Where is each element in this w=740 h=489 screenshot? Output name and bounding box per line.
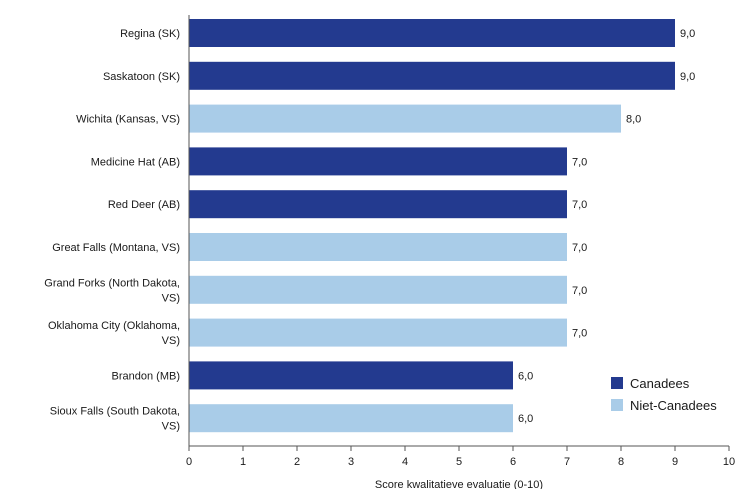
- data-labels: 9,0 9,0 8,0 7,0 7,0 7,0 7,0 7,0 6,0 6,0: [518, 28, 695, 425]
- x-tick-label: 8: [618, 456, 624, 468]
- x-axis-title: Score kwalitatieve evaluatie (0-10): [375, 479, 543, 489]
- legend-label: Niet-Canadees: [630, 398, 717, 413]
- category-label-line: VS): [162, 421, 180, 433]
- category-label-line: Oklahoma City (Oklahoma,: [48, 320, 180, 332]
- x-tick-label: 10: [723, 456, 735, 468]
- x-tick-label: 3: [348, 456, 354, 468]
- x-tick-label: 1: [240, 456, 246, 468]
- category-label-line: Saskatoon (SK): [103, 71, 180, 83]
- bar: [189, 190, 567, 219]
- x-axis: 0 1 2 3 4 5 6 7 8 9 10: [186, 15, 735, 468]
- category-label: Oklahoma City (Oklahoma, VS): [48, 320, 180, 347]
- category-label-line: VS): [162, 335, 180, 347]
- data-label: 9,0: [680, 28, 695, 40]
- category-label-line: Wichita (Kansas, VS): [76, 114, 180, 126]
- x-tick-label: 4: [402, 456, 408, 468]
- data-label: 7,0: [572, 242, 587, 254]
- data-label: 7,0: [572, 156, 587, 168]
- legend: Canadees Niet-Canadees: [611, 376, 717, 413]
- bar: [189, 61, 675, 90]
- category-label-line: Great Falls (Montana, VS): [52, 242, 180, 254]
- x-tick-label: 0: [186, 456, 192, 468]
- bar: [189, 404, 513, 433]
- x-tick-label: 5: [456, 456, 462, 468]
- legend-swatch: [611, 399, 623, 411]
- data-label: 6,0: [518, 413, 533, 425]
- bar: [189, 233, 567, 261]
- x-tick-label: 7: [564, 456, 570, 468]
- x-tick-label: 6: [510, 456, 516, 468]
- category-label: Great Falls (Montana, VS): [52, 242, 180, 254]
- data-label: 7,0: [572, 328, 587, 340]
- data-label: 9,0: [680, 71, 695, 83]
- category-label: Grand Forks (North Dakota, VS): [44, 277, 180, 304]
- category-label-line: Medicine Hat (AB): [91, 156, 180, 168]
- bar: [189, 275, 567, 304]
- category-label-line: VS): [162, 292, 180, 304]
- category-label-line: Red Deer (AB): [108, 199, 180, 211]
- legend-swatch: [611, 377, 623, 389]
- category-label: Medicine Hat (AB): [91, 156, 180, 168]
- category-label: Red Deer (AB): [108, 199, 180, 211]
- bar: [189, 19, 675, 47]
- legend-label: Canadees: [630, 376, 690, 391]
- bar: [189, 318, 567, 347]
- category-label: Brandon (MB): [112, 370, 180, 382]
- category-label: Sioux Falls (South Dakota, VS): [50, 406, 180, 433]
- category-label: Regina (SK): [120, 28, 180, 40]
- category-label-line: Grand Forks (North Dakota,: [44, 277, 180, 289]
- data-label: 8,0: [626, 114, 641, 126]
- data-label: 6,0: [518, 370, 533, 382]
- category-label-line: Sioux Falls (South Dakota,: [50, 406, 180, 418]
- bar: [189, 361, 513, 390]
- category-label: Saskatoon (SK): [103, 71, 180, 83]
- category-label-line: Brandon (MB): [112, 370, 180, 382]
- category-label-line: Regina (SK): [120, 28, 180, 40]
- x-tick-label: 9: [672, 456, 678, 468]
- category-label: Wichita (Kansas, VS): [76, 114, 180, 126]
- data-label: 7,0: [572, 199, 587, 211]
- data-label: 7,0: [572, 285, 587, 297]
- x-tick-label: 2: [294, 456, 300, 468]
- bar: [189, 147, 567, 176]
- category-labels: Regina (SK) Saskatoon (SK) Wichita (Kansas…: [44, 28, 180, 433]
- bar: [189, 104, 621, 133]
- bars-layer: [189, 19, 675, 433]
